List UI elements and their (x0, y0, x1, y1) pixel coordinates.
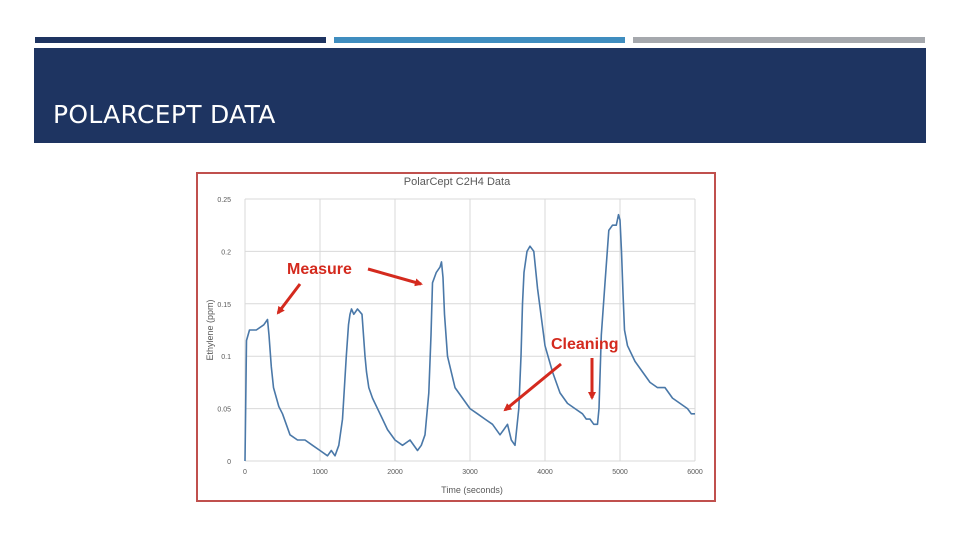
ethylene-line-chart: PolarCept C2H4 Data 0 0.05 0.1 0.15 0.2 0.25 0… (205, 176, 703, 495)
x-tick-label: 2000 (387, 469, 403, 476)
x-tick-label: 1000 (312, 469, 328, 476)
x-tick-label: 0 (243, 469, 247, 476)
measure-annotation: Measure (287, 261, 352, 278)
y-tick-label: 0.25 (217, 197, 231, 204)
y-tick-label: 0.05 (217, 407, 231, 414)
title-banner (34, 48, 926, 143)
x-tick-label: 4000 (537, 469, 553, 476)
x-tick-label: 3000 (462, 469, 478, 476)
chart-frame (196, 172, 716, 502)
top-accent-bar-navy (35, 37, 326, 43)
y-tick-label: 0.1 (221, 354, 231, 361)
x-tick-label: 6000 (687, 469, 703, 476)
series-line-ethylene (244, 213, 695, 462)
y-tick-label: 0.2 (221, 249, 231, 256)
top-accent-bar-blue (334, 37, 625, 43)
y-axis-label: Ethylene (ppm) (205, 299, 215, 360)
y-tick-label: 0 (227, 459, 231, 466)
x-axis-label: Time (seconds) (441, 485, 503, 495)
chart-title: PolarCept C2H4 Data (404, 176, 511, 188)
y-tick-label: 0.15 (217, 302, 231, 309)
x-tick-label: 5000 (612, 469, 628, 476)
cleaning-annotation: Cleaning (551, 336, 619, 353)
slide-title: POLARCEPT DATA (53, 100, 276, 129)
top-accent-bar-gray (633, 37, 925, 43)
